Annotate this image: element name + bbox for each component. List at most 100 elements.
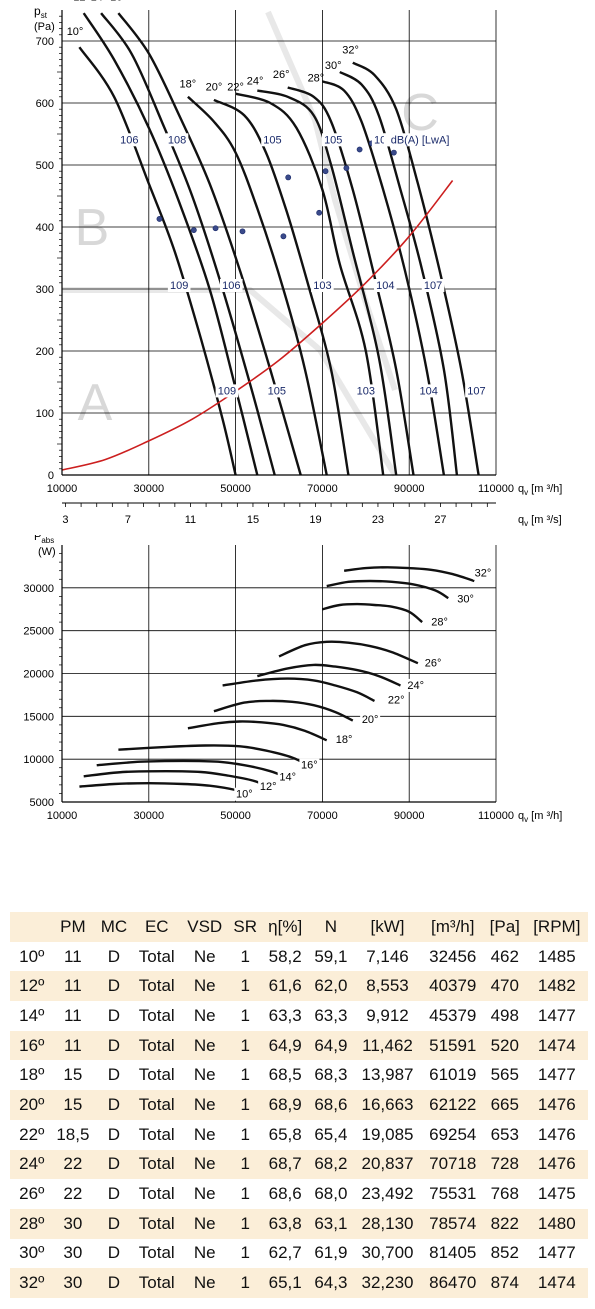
- power-curve-30deg: [326, 579, 449, 600]
- noise-label-bg: [219, 279, 243, 292]
- curve-label: 32°: [475, 568, 492, 580]
- table-cell: 728: [483, 1149, 526, 1180]
- table-cell: 852: [490, 1243, 519, 1263]
- table-cell: 51591: [421, 1030, 484, 1061]
- system-curve: [61, 180, 454, 471]
- curve-label: 30°: [457, 593, 474, 605]
- table-cell: 68,9: [262, 1090, 309, 1120]
- secondary-x-tick-label: 7: [125, 514, 131, 526]
- fan-curve-28deg: [321, 80, 446, 476]
- noise-label-bg: [465, 384, 488, 398]
- table-cell: 1: [240, 1065, 250, 1085]
- table-cell: 653: [490, 1124, 519, 1144]
- fan-curve-14deg: [100, 12, 276, 476]
- noise-label-bg: [383, 133, 457, 147]
- table-cell: 68,6: [268, 1184, 302, 1204]
- noise-label: 104: [376, 280, 394, 292]
- table-cell: Ne: [181, 1090, 229, 1120]
- y-tick-label: 15000: [23, 711, 54, 723]
- table-header-cell: η[%]: [262, 912, 309, 942]
- table-cell: 78574: [421, 1208, 484, 1239]
- noise-label-bg: [117, 133, 141, 147]
- y-axis-label: Pabs: [34, 535, 54, 545]
- table-cell: 1: [228, 1208, 263, 1239]
- table-cell: 68,2: [308, 1149, 354, 1180]
- secondary-x-label-sub: v: [524, 519, 528, 528]
- table-cell: 63,8: [262, 1208, 309, 1239]
- table-cell: Total: [132, 1090, 182, 1120]
- noise-label: 106: [222, 280, 240, 292]
- fan-curve-18deg: [187, 95, 328, 476]
- table-cell: 62,0: [308, 971, 354, 1002]
- table-row-label: 10º: [19, 946, 45, 966]
- table-cell: 1475: [537, 1184, 576, 1204]
- curve-label: 18°: [336, 734, 353, 746]
- table-cell: 768: [490, 1184, 519, 1204]
- table-cell: 874: [483, 1268, 526, 1298]
- table-cell: 61,6: [262, 971, 309, 1002]
- table-cell: 1: [240, 1124, 250, 1144]
- table-cell: 11,462: [353, 1030, 422, 1061]
- y-tick-label: 30000: [23, 583, 54, 595]
- y-tick-label: 600: [36, 98, 54, 110]
- table-cell: Total: [132, 971, 182, 1002]
- curve-label-bg: [429, 615, 450, 629]
- duty-point: [190, 227, 197, 233]
- region-divider: [62, 287, 398, 477]
- table-row: 20º 15 D Total Ne 1 68,9 68,6 16,663 62122 665 1476: [10, 1090, 588, 1120]
- curve-label-bg: [258, 780, 279, 794]
- table-header-cell: N: [308, 912, 354, 942]
- table-cell: 1: [240, 1184, 250, 1204]
- table-cell: 1: [240, 946, 250, 966]
- power-curve-18deg: [187, 720, 328, 742]
- curve-label: 12°: [260, 781, 277, 793]
- y-tick-label: 5000: [30, 797, 54, 809]
- table-body: 10º 11 D Total Ne 1 58,2 59,1 7,146 32456 462 1485 1…: [10, 942, 588, 1298]
- table-cell: 19,085: [361, 1124, 414, 1144]
- duty-point: [285, 174, 292, 181]
- table-row-label: 32º: [10, 1268, 51, 1298]
- fan-curve-26deg: [287, 86, 415, 476]
- table-cell: 665: [483, 1090, 526, 1120]
- table-cell: 11: [64, 946, 82, 966]
- table-cell: 822: [483, 1208, 526, 1239]
- table-cell: 1474: [525, 1268, 588, 1298]
- table-cell: 45379: [429, 1005, 477, 1025]
- table-cell: D: [107, 1005, 121, 1025]
- noise-label: 103: [357, 385, 375, 397]
- table-header-cell: [10, 912, 51, 942]
- y-tick-label: 10000: [23, 754, 54, 766]
- table-cell: 13,987: [361, 1065, 414, 1085]
- table-cell: Ne: [193, 1065, 216, 1085]
- duty-point: [280, 233, 287, 240]
- table-cell: 63,1: [308, 1208, 354, 1239]
- table-row-label: 16º: [10, 1030, 51, 1061]
- x-axis-label-unit: [m ³/h]: [528, 483, 562, 495]
- table-row-label: 12º: [10, 971, 51, 1002]
- table-cell: 28,130: [353, 1208, 422, 1239]
- region-background: A B C: [62, 10, 439, 477]
- curve-label: 16°: [110, 0, 127, 4]
- table-cell: 81405: [429, 1243, 477, 1263]
- y-tick-label: 500: [36, 160, 54, 172]
- noise-label-bg: [167, 279, 191, 292]
- table-cell: 59,1: [314, 946, 348, 966]
- table-cell: Ne: [193, 946, 216, 966]
- table-cell: D: [95, 1208, 133, 1239]
- duty-point: [156, 216, 163, 222]
- table-cell: 15: [50, 1090, 96, 1120]
- x-tick-label: 50000: [220, 810, 251, 822]
- performance-table: PM MC EC VSD SR η[%] N [kW] [m³/h] [Pa] [RPM] 10º 1…: [10, 912, 588, 1298]
- noise-label-bg: [165, 133, 189, 147]
- power-curve-22deg: [222, 677, 376, 702]
- table-cell: D: [107, 1184, 121, 1204]
- table-cell: 1476: [525, 1149, 588, 1180]
- x-axis-label: qv [m ³/h]: [518, 483, 562, 497]
- secondary-x-tick-label: 27: [434, 514, 446, 526]
- table-row: 24º 22 D Total Ne 1 68,7 68,2 20,837 70718 728 1476: [10, 1149, 588, 1180]
- table-header-cell: PM: [50, 912, 96, 942]
- table-cell: Total: [138, 1005, 175, 1025]
- curve-label: 22°: [388, 694, 405, 706]
- data-table: PM MC EC VSD SR η[%] N [kW] [m³/h] [Pa] [RPM] 10º 1…: [10, 912, 588, 1298]
